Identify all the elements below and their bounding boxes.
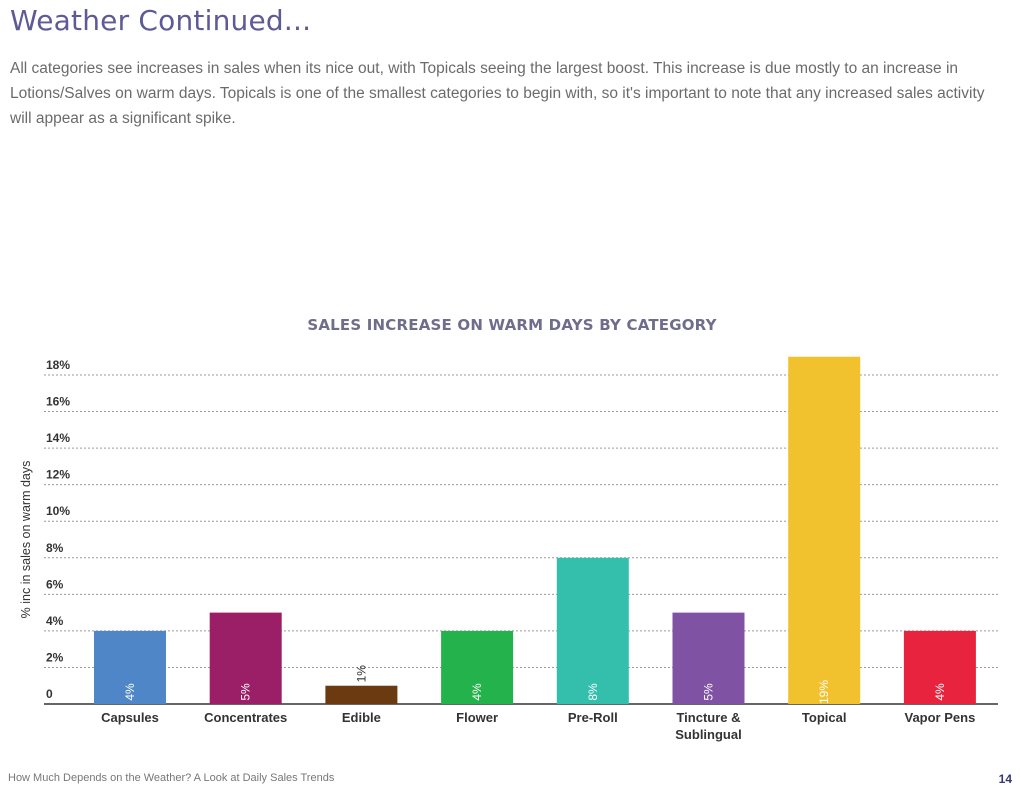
data-label: 4% (470, 683, 484, 701)
bar (441, 630, 514, 704)
data-label: 5% (239, 683, 253, 701)
data-label: 1% (354, 665, 368, 683)
y-tick-label: 14% (46, 431, 70, 445)
y-tick-label: 0 (46, 687, 53, 701)
y-tick-label: 12% (46, 468, 70, 482)
y-tick-label: 10% (46, 504, 70, 518)
data-label: 19% (817, 680, 831, 704)
x-tick-label: Pre-Roll (568, 710, 618, 725)
data-label: 8% (586, 683, 600, 701)
intro-paragraph: All categories see increases in sales wh… (10, 60, 985, 127)
page-number: 14 (998, 772, 1012, 786)
x-tick-label: Capsules (101, 710, 159, 725)
x-tick-label: Edible (342, 710, 381, 725)
page-title: Weather Continued... (10, 4, 312, 37)
y-tick-label: 4% (46, 614, 64, 628)
x-tick-label: Vapor Pens (904, 710, 975, 725)
y-tick-label: 16% (46, 395, 70, 409)
x-tick-label: Sublingual (675, 727, 741, 742)
y-axis-title: % inc in sales on warm days (19, 461, 33, 619)
bar (903, 630, 976, 704)
bar (556, 557, 629, 704)
data-label: 4% (933, 683, 947, 701)
y-tick-label: 8% (46, 541, 64, 555)
bar (672, 612, 745, 704)
data-label: 5% (702, 683, 716, 701)
bar (94, 630, 166, 704)
x-tick-label: Flower (456, 710, 498, 725)
x-tick-label: Topical (802, 710, 847, 725)
x-tick-label: Concentrates (204, 710, 287, 725)
y-tick-label: 2% (46, 650, 64, 664)
bar (325, 685, 398, 704)
data-label: 4% (123, 683, 137, 701)
x-tick-label: Tincture & (676, 710, 740, 725)
chart-title: SALES INCREASE ON WARM DAYS BY CATEGORY (307, 316, 717, 334)
bar (788, 356, 861, 704)
y-tick-label: 18% (46, 358, 70, 372)
footer-text: How Much Depends on the Weather? A Look … (8, 772, 335, 784)
y-tick-label: 6% (46, 577, 64, 591)
bar (209, 612, 282, 704)
